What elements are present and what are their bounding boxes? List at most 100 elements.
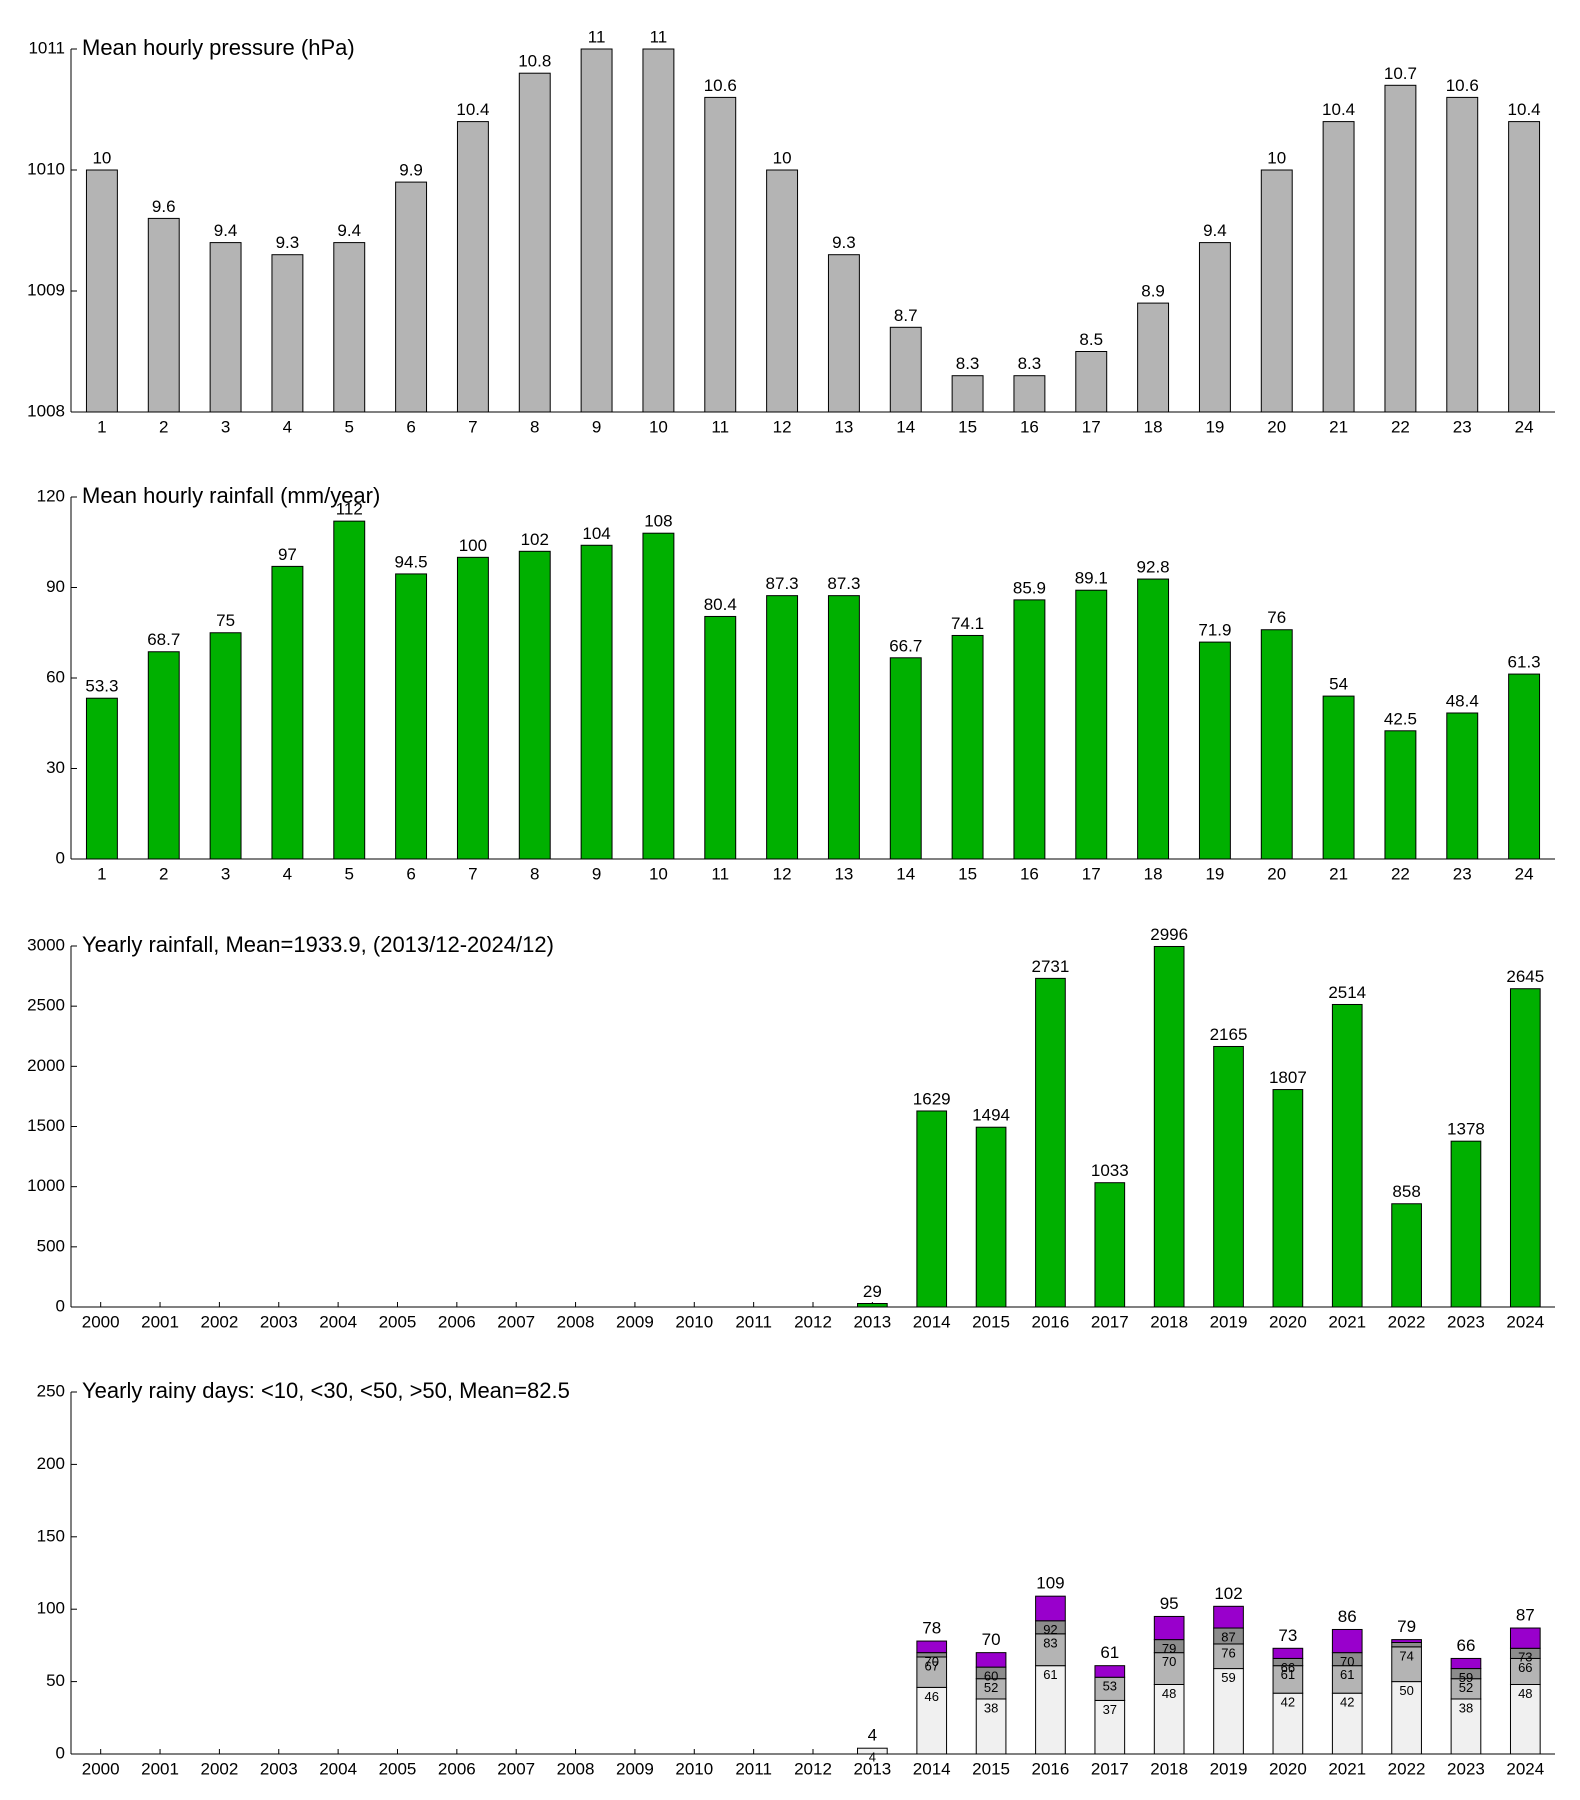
total-label: 109 (1036, 1574, 1064, 1593)
segment-label: 53 (1103, 1679, 1117, 1694)
value-label: 71.9 (1198, 621, 1231, 640)
x-tick-label: 2009 (616, 1759, 654, 1778)
x-tick-label: 2008 (557, 1312, 595, 1331)
x-tick-label: 17 (1082, 864, 1101, 883)
value-label: 1033 (1091, 1161, 1129, 1180)
value-label: 10.6 (704, 76, 737, 95)
bar (1260, 629, 1293, 860)
y-tick-label: 120 (37, 486, 65, 505)
bar-segment (1391, 1681, 1422, 1755)
value-label: 104 (582, 524, 610, 543)
chart-title: Mean hourly rainfall (mm/year) (82, 483, 380, 508)
bar-segment (1213, 1668, 1244, 1755)
y-tick-label: 1010 (27, 159, 65, 178)
bar (147, 651, 180, 860)
bar-segment (916, 1640, 948, 1654)
segment-label: 73 (1518, 1650, 1532, 1665)
x-tick-label: 24 (1515, 864, 1534, 883)
bar-segment (1391, 1642, 1422, 1648)
y-tick-label: 3000 (27, 935, 65, 954)
x-tick-label: 7 (468, 864, 477, 883)
value-label: 100 (459, 536, 487, 555)
x-tick-label: 2013 (853, 1312, 891, 1331)
x-tick-label: 18 (1144, 864, 1163, 883)
bar (1391, 1203, 1422, 1308)
x-tick-label: 2020 (1269, 1312, 1307, 1331)
x-tick-label: 6 (406, 417, 415, 436)
segment-label: 74 (1399, 1648, 1413, 1663)
bar-segment (1272, 1692, 1304, 1755)
bar (1137, 578, 1170, 860)
x-tick-label: 15 (958, 417, 977, 436)
value-label: 9.3 (832, 233, 856, 252)
x-tick-label: 2019 (1210, 1312, 1248, 1331)
segment-label: 48 (1518, 1686, 1532, 1701)
bar-segment (1391, 1639, 1422, 1644)
bar-segment (1035, 1595, 1066, 1622)
bar (704, 96, 737, 413)
bar-segment (1509, 1683, 1541, 1755)
bar (1331, 1003, 1363, 1308)
value-label: 87.3 (766, 574, 799, 593)
value-label: 10.4 (1322, 100, 1355, 119)
y-tick-label: 0 (56, 1296, 65, 1315)
bar (85, 697, 118, 860)
x-tick-label: 4 (283, 864, 292, 883)
segment-label: 61 (1340, 1667, 1354, 1682)
x-tick-label: 22 (1391, 864, 1410, 883)
segment-label: 61 (1043, 1667, 1057, 1682)
x-tick-label: 11 (711, 417, 729, 436)
value-label: 10 (92, 148, 111, 167)
y-tick-label: 0 (56, 848, 65, 867)
value-label: 75 (216, 611, 235, 630)
x-tick-label: 19 (1205, 864, 1224, 883)
value-label: 10.6 (1446, 76, 1479, 95)
bar (951, 375, 984, 413)
bar-segment (1331, 1665, 1363, 1694)
segment-label: 50 (1399, 1683, 1413, 1698)
value-label: 97 (278, 545, 297, 564)
segment-label: 60 (984, 1669, 998, 1684)
value-label: 8.7 (894, 306, 918, 325)
bar-segment (1331, 1692, 1363, 1755)
x-tick-label: 19 (1205, 417, 1224, 436)
bar (1508, 121, 1541, 413)
y-tick-label: 100 (37, 1599, 65, 1618)
value-label: 8.3 (1018, 354, 1042, 373)
bar (518, 72, 551, 413)
x-tick-label: 24 (1515, 417, 1534, 436)
bar (1272, 1089, 1304, 1308)
x-tick-label: 2023 (1447, 1312, 1485, 1331)
bar (271, 565, 304, 860)
x-tick-label: 2001 (141, 1759, 179, 1778)
y-tick-label: 50 (46, 1671, 65, 1690)
value-label: 92.8 (1137, 558, 1170, 577)
segment-label: 52 (1459, 1680, 1473, 1695)
x-tick-label: 2020 (1269, 1759, 1307, 1778)
x-tick-label: 2006 (438, 1759, 476, 1778)
value-label: 9.4 (337, 221, 361, 240)
x-tick-label: 14 (896, 864, 915, 883)
x-tick-label: 7 (468, 417, 477, 436)
segment-label: 87 (1221, 1629, 1235, 1644)
bar (1094, 1182, 1126, 1308)
bar (1137, 302, 1170, 413)
y-tick-label: 2500 (27, 996, 65, 1015)
bar (518, 550, 551, 860)
bar (951, 634, 984, 860)
total-label: 78 (922, 1619, 941, 1638)
bar (1322, 695, 1355, 860)
x-tick-label: 2003 (260, 1759, 298, 1778)
segment-label: 48 (1162, 1686, 1176, 1701)
value-label: 68.7 (147, 630, 180, 649)
value-label: 10.8 (518, 52, 551, 71)
x-tick-label: 23 (1453, 417, 1472, 436)
chart-title: Yearly rainy days: <10, <30, <50, >50, M… (82, 1378, 570, 1403)
value-label: 2731 (1032, 957, 1070, 976)
bar (642, 532, 675, 860)
value-label: 61.3 (1508, 653, 1541, 672)
value-label: 87.3 (827, 574, 860, 593)
value-label: 10 (1267, 148, 1286, 167)
value-label: 1378 (1447, 1120, 1485, 1139)
x-tick-label: 2014 (913, 1312, 951, 1331)
